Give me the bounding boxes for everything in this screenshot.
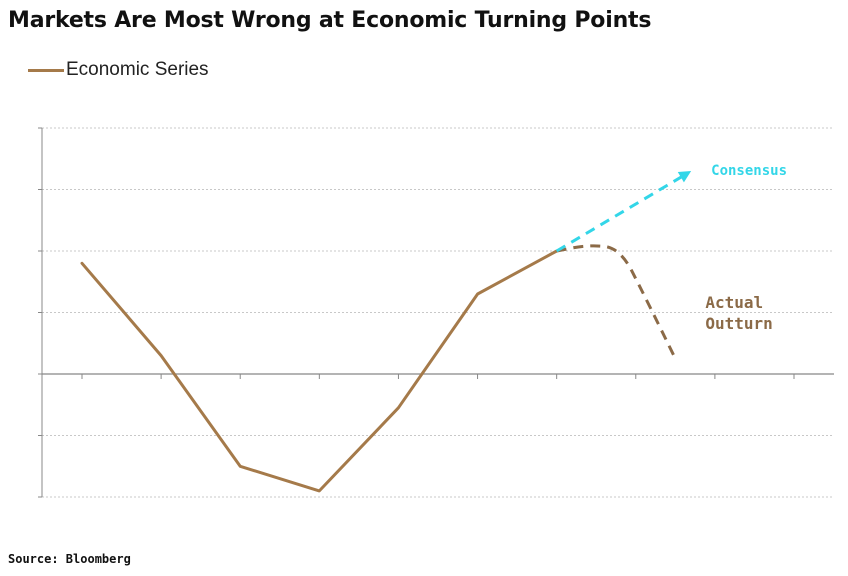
series-layer: [80, 171, 692, 493]
series-actual-outturn-line: [556, 244, 677, 360]
consensus-arrowhead: [677, 171, 692, 183]
annotation-layer: Consensus Actual Outturn: [705, 163, 787, 333]
legend-swatch-economic-series: [28, 68, 64, 72]
series-economic-line: [80, 249, 559, 493]
line-chart: Consensus Actual Outturn: [38, 127, 834, 498]
grid-layer: [42, 127, 834, 498]
outturn-label: Outturn: [705, 314, 772, 333]
consensus-label: Consensus: [711, 163, 787, 179]
legend: Economic Series: [28, 58, 209, 82]
source-note: Source: Bloomberg: [8, 552, 131, 566]
series-consensus-line: [555, 175, 682, 253]
legend-label-economic-series: Economic Series: [66, 59, 209, 80]
actual-label: Actual: [705, 293, 763, 312]
chart-title: Markets Are Most Wrong at Economic Turni…: [8, 8, 652, 33]
